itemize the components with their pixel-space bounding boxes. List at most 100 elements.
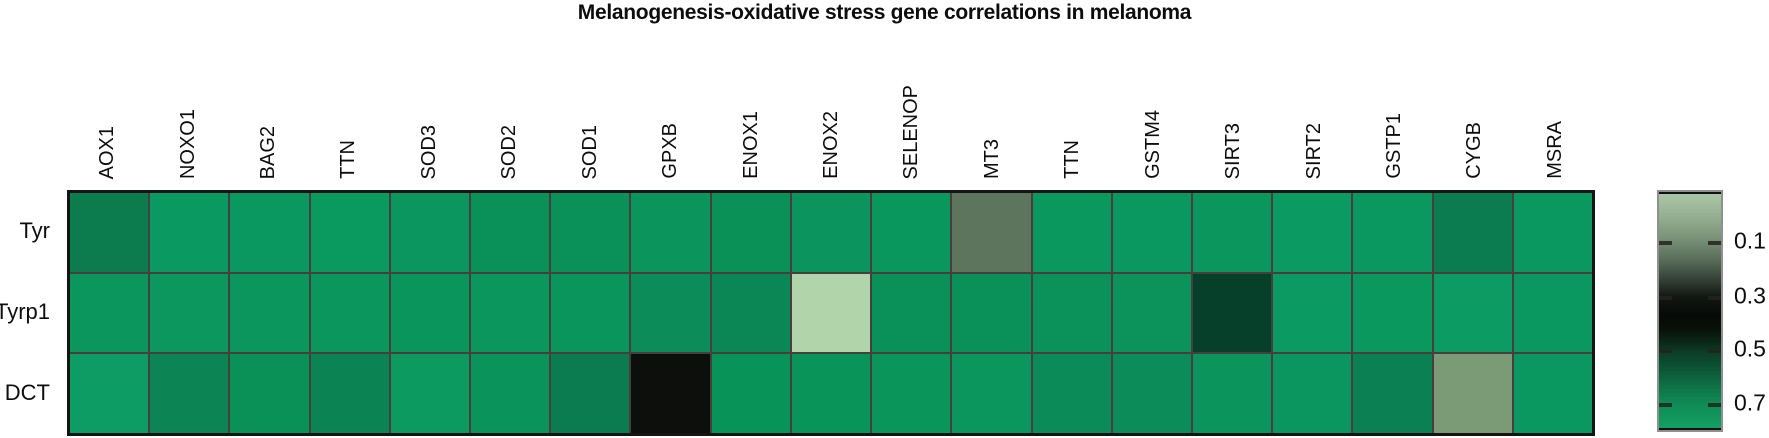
- heatmap-cell: [310, 273, 389, 353]
- heatmap-cell: [150, 193, 229, 272]
- colorbar-tick: [1708, 241, 1721, 246]
- heatmap-cell: [1112, 193, 1191, 272]
- heatmap-cell: [791, 193, 871, 272]
- heatmap-cell: [551, 193, 630, 272]
- colorbar-tick: [1708, 349, 1721, 354]
- heatmap-cell: [1433, 354, 1512, 433]
- column-label: SOD1: [578, 124, 601, 179]
- column-label: TTN: [337, 140, 360, 179]
- column-label-cell: ENOX1: [710, 111, 790, 186]
- column-label-cell: SIRT2: [1273, 123, 1353, 186]
- row-label: Tyr: [19, 217, 50, 243]
- column-label: MSRA: [1543, 121, 1566, 179]
- heatmap-cell: [551, 273, 630, 353]
- colorbar-tick-label: 0.3: [1734, 282, 1766, 309]
- column-label-cell: MSRA: [1515, 121, 1595, 186]
- heatmap-cell: [1513, 273, 1592, 353]
- heatmap-cell: [1353, 354, 1432, 433]
- heatmap-cell: [1192, 193, 1272, 272]
- column-label: CYGB: [1463, 122, 1486, 179]
- heatmap-grid: [67, 190, 1595, 436]
- colorbar: [1657, 190, 1723, 432]
- heatmap-cell: [791, 354, 871, 433]
- column-label-cell: CYGB: [1434, 122, 1514, 186]
- heatmap-cell: [952, 273, 1031, 353]
- heatmap-cell: [471, 193, 550, 272]
- colorbar-tick-label: 0.7: [1734, 389, 1766, 416]
- column-label: SOD3: [417, 124, 440, 179]
- column-label-cell: GSTP1: [1354, 113, 1434, 186]
- heatmap-cell: [1433, 273, 1512, 353]
- column-label: ENOX1: [739, 111, 762, 179]
- colorbar-tick-label: 0.1: [1734, 227, 1766, 254]
- heatmap-cell: [1273, 193, 1352, 272]
- heatmap-cell: [150, 273, 229, 353]
- heatmap-cell: [390, 273, 470, 353]
- heatmap-cell: [1513, 354, 1592, 433]
- row-label: Tyrp1: [0, 298, 50, 324]
- colorbar-tick-label: 0.5: [1734, 335, 1766, 362]
- heatmap-cell: [230, 273, 309, 353]
- heatmap-cell: [711, 193, 790, 272]
- column-label-cell: AOX1: [67, 126, 147, 186]
- column-label: SOD2: [498, 124, 521, 179]
- heatmap-cell: [872, 193, 951, 272]
- heatmap-cell: [1112, 354, 1191, 433]
- colorbar-tick: [1659, 295, 1672, 300]
- heatmap-cell: [471, 354, 550, 433]
- column-label: AOX1: [96, 125, 119, 179]
- heatmap-cell: [70, 273, 149, 353]
- row-label: DCT: [4, 379, 50, 405]
- heatmap-cell: [872, 273, 951, 353]
- column-label: MT3: [980, 139, 1003, 179]
- heatmap-cell: [1273, 354, 1352, 433]
- column-label-cell: SOD2: [469, 125, 549, 186]
- column-label-cell: SIRT3: [1193, 123, 1273, 186]
- heatmap-cell: [1433, 193, 1512, 272]
- column-label: BAG2: [257, 125, 280, 179]
- column-label: GSTP1: [1382, 113, 1405, 179]
- heatmap-cell: [952, 193, 1031, 272]
- heatmap-cell: [230, 354, 309, 433]
- heatmap-cell: [1112, 273, 1191, 353]
- heatmap-cell: [390, 193, 470, 272]
- colorbar-tick: [1659, 403, 1672, 407]
- column-label-cell: SOD3: [389, 125, 469, 186]
- column-label: SIRT3: [1222, 122, 1245, 179]
- heatmap-cell: [1353, 273, 1432, 353]
- heatmap-cell: [631, 193, 710, 272]
- column-label-cell: GSTM4: [1112, 110, 1192, 186]
- heatmap-cell: [1032, 273, 1111, 353]
- heatmap-cell: [551, 354, 630, 433]
- heatmap-cell: [711, 273, 790, 353]
- column-label-cell: NOXO1: [147, 109, 227, 186]
- column-label-cell: SOD1: [550, 125, 630, 186]
- heatmap-cell: [1273, 273, 1352, 353]
- colorbar-tick: [1659, 349, 1672, 354]
- row-labels-axis: Tyr Tyrp1 DCT: [0, 190, 60, 433]
- heatmap-cell: [70, 193, 149, 272]
- column-label-cell: MT3: [952, 139, 1032, 186]
- chart-title: Melanogenesis-oxidative stress gene corr…: [577, 1, 1192, 24]
- column-label: SIRT2: [1302, 122, 1325, 179]
- heatmap-cell: [1192, 354, 1272, 433]
- heatmap-cell: [230, 193, 309, 272]
- column-label-cell: ENOX2: [791, 111, 871, 186]
- heatmap-cell: [872, 354, 951, 433]
- column-label: TTN: [1061, 140, 1084, 179]
- column-label: SELENOP: [900, 84, 923, 179]
- column-label: ENOX2: [820, 111, 842, 179]
- column-labels-axis: AOX1 NOXO1 BAG2 TTN SOD3 SOD2 SOD1 GPXB ENOX1 ENO…: [67, 28, 1595, 186]
- colorbar-tick: [1708, 403, 1721, 407]
- heatmap-cell: [791, 273, 871, 353]
- heatmap-cell: [1513, 193, 1592, 272]
- heatmap-cell: [1192, 273, 1272, 353]
- heatmap-cell: [952, 354, 1031, 433]
- column-label: GSTM4: [1141, 110, 1164, 179]
- column-label-cell: TTN: [308, 140, 388, 186]
- heatmap-cell: [70, 354, 149, 433]
- heatmap-cell: [1032, 193, 1111, 272]
- heatmap-cell: [711, 354, 790, 433]
- heatmap-cell: [1353, 193, 1432, 272]
- heatmap-cell: [310, 193, 389, 272]
